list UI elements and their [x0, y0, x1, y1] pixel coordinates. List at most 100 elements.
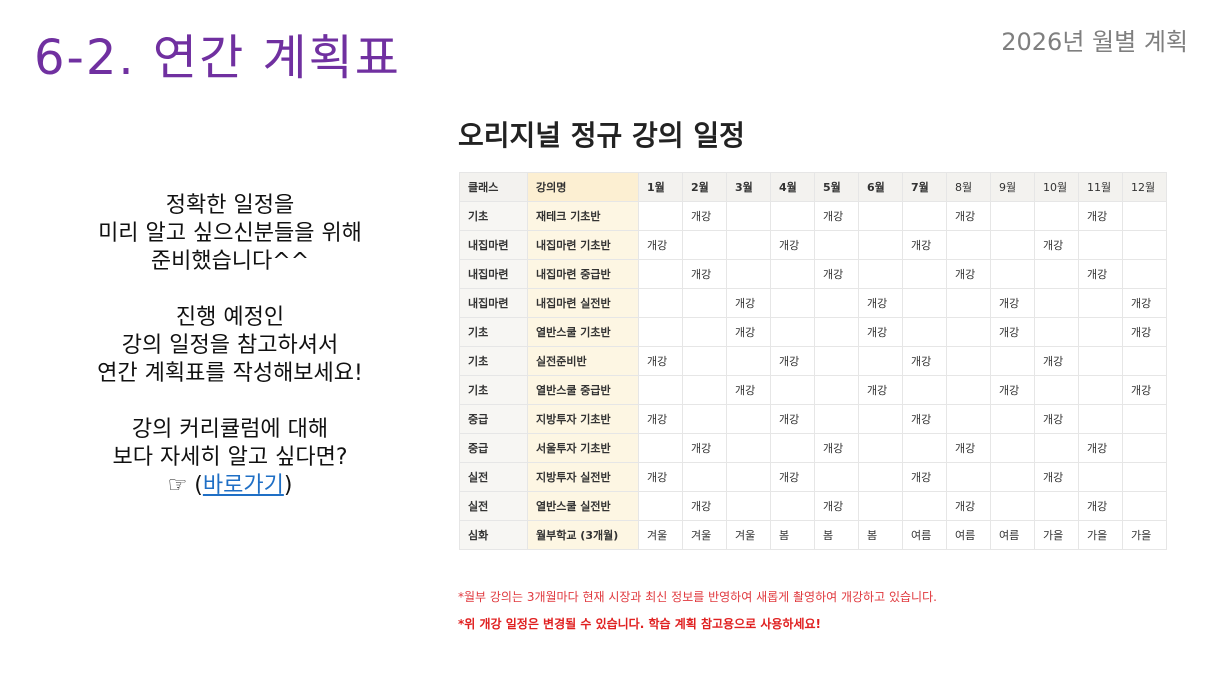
- table-row: 중급 서울투자 기초반 개강 개강 개강 개강: [459, 433, 1167, 463]
- month-cell: [638, 288, 683, 318]
- page-subtitle: 2026년 월별 계획: [1001, 28, 1188, 56]
- month-cell: [946, 404, 991, 434]
- month-cell: 개강: [858, 288, 903, 318]
- intro-paragraph-3: 강의 커리큘럼에 대해 보다 자세히 알고 싶다면? ☞ (바로가기): [112, 417, 348, 498]
- month-cell: [902, 201, 947, 231]
- month-cell: 여름: [990, 520, 1035, 550]
- month-cell: [990, 346, 1035, 376]
- month-cell: 개강: [770, 230, 815, 260]
- month-cell: 겨울: [726, 520, 771, 550]
- month-cell: [1078, 230, 1123, 260]
- class-cell: 내집마련: [459, 259, 528, 289]
- month-cell: [726, 259, 771, 289]
- month-cell: 개강: [1034, 462, 1079, 492]
- month-cell: [638, 491, 683, 521]
- month-cell: 개강: [1034, 230, 1079, 260]
- table-row: 기초 열반스쿨 기초반 개강 개강 개강 개강: [459, 317, 1167, 347]
- table-row: 실전 열반스쿨 실전반 개강 개강 개강 개강: [459, 491, 1167, 521]
- pointer-icon: ☞ (: [167, 473, 203, 498]
- month-cell: 개강: [726, 375, 771, 405]
- month-cell: 개강: [770, 462, 815, 492]
- table-row: 내집마련 내집마련 기초반 개강 개강 개강 개강: [459, 230, 1167, 260]
- column-header: 5월: [814, 172, 859, 202]
- month-cell: [990, 404, 1035, 434]
- month-cell: 개강: [858, 375, 903, 405]
- month-cell: 겨울: [682, 520, 727, 550]
- schedule-table: 클래스 강의명 1월 2월 3월 4월 5월 6월 7월 8월 9월 10월 11월 12월 기초 재테크 기…: [459, 172, 1167, 550]
- month-cell: 개강: [946, 491, 991, 521]
- table-header-row: 클래스 강의명 1월 2월 3월 4월 5월 6월 7월 8월 9월 10월 11월 12월: [459, 172, 1167, 202]
- month-cell: 개강: [858, 317, 903, 347]
- class-cell: 기초: [459, 346, 528, 376]
- month-cell: 개강: [638, 462, 683, 492]
- month-cell: [638, 375, 683, 405]
- month-cell: [1122, 404, 1167, 434]
- month-cell: [638, 317, 683, 347]
- table-row: 기초 재테크 기초반 개강 개강 개강 개강: [459, 201, 1167, 231]
- month-cell: 개강: [638, 346, 683, 376]
- column-header: 2월: [682, 172, 727, 202]
- shortcut-link[interactable]: 바로가기: [202, 473, 284, 498]
- column-header: 1월: [638, 172, 683, 202]
- column-header: 클래스: [459, 172, 528, 202]
- table-row: 중급 지방투자 기초반 개강 개강 개강 개강: [459, 404, 1167, 434]
- month-cell: [946, 375, 991, 405]
- class-cell: 중급: [459, 433, 528, 463]
- month-cell: [990, 230, 1035, 260]
- month-cell: [726, 433, 771, 463]
- month-cell: 개강: [946, 433, 991, 463]
- month-cell: 개강: [946, 259, 991, 289]
- course-name-cell: 서울투자 기초반: [527, 433, 639, 463]
- month-cell: 개강: [990, 317, 1035, 347]
- month-cell: 개강: [682, 433, 727, 463]
- month-cell: [726, 404, 771, 434]
- note-refresh: *월부 강의는 3개월마다 현재 시장과 최신 정보를 반영하여 새롭게 촬영하…: [458, 590, 937, 604]
- month-cell: [1078, 375, 1123, 405]
- month-cell: 개강: [990, 375, 1035, 405]
- month-cell: [1034, 375, 1079, 405]
- month-cell: [682, 230, 727, 260]
- table-row: 내집마련 내집마련 중급반 개강 개강 개강 개강: [459, 259, 1167, 289]
- month-cell: [814, 288, 859, 318]
- month-cell: [1034, 491, 1079, 521]
- column-header: 강의명: [527, 172, 639, 202]
- month-cell: 개강: [902, 346, 947, 376]
- month-cell: [990, 462, 1035, 492]
- month-cell: [770, 288, 815, 318]
- month-cell: 개강: [638, 404, 683, 434]
- month-cell: 가을: [1034, 520, 1079, 550]
- table-row: 기초 실전준비반 개강 개강 개강 개강: [459, 346, 1167, 376]
- month-cell: [1122, 491, 1167, 521]
- table-row: 내집마련 내집마련 실전반 개강 개강 개강 개강: [459, 288, 1167, 318]
- month-cell: [902, 288, 947, 318]
- month-cell: [1078, 346, 1123, 376]
- page-title: 6-2. 연간 계획표: [34, 30, 401, 86]
- month-cell: [814, 317, 859, 347]
- month-cell: [1078, 462, 1123, 492]
- month-cell: [946, 462, 991, 492]
- class-cell: 기초: [459, 201, 528, 231]
- month-cell: 개강: [946, 201, 991, 231]
- course-name-cell: 재테크 기초반: [527, 201, 639, 231]
- month-cell: [990, 491, 1035, 521]
- class-cell: 내집마련: [459, 230, 528, 260]
- month-cell: [638, 201, 683, 231]
- month-cell: [726, 491, 771, 521]
- month-cell: 개강: [638, 230, 683, 260]
- month-cell: [770, 259, 815, 289]
- column-header: 7월: [902, 172, 947, 202]
- column-header: 8월: [946, 172, 991, 202]
- month-cell: [902, 433, 947, 463]
- month-cell: 개강: [770, 346, 815, 376]
- month-cell: [1034, 288, 1079, 318]
- month-cell: 봄: [770, 520, 815, 550]
- month-cell: [858, 201, 903, 231]
- month-cell: [1034, 259, 1079, 289]
- month-cell: 개강: [902, 404, 947, 434]
- course-name-cell: 지방투자 기초반: [527, 404, 639, 434]
- month-cell: [946, 346, 991, 376]
- month-cell: [814, 462, 859, 492]
- month-cell: [1122, 230, 1167, 260]
- month-cell: 개강: [1034, 404, 1079, 434]
- month-cell: [858, 346, 903, 376]
